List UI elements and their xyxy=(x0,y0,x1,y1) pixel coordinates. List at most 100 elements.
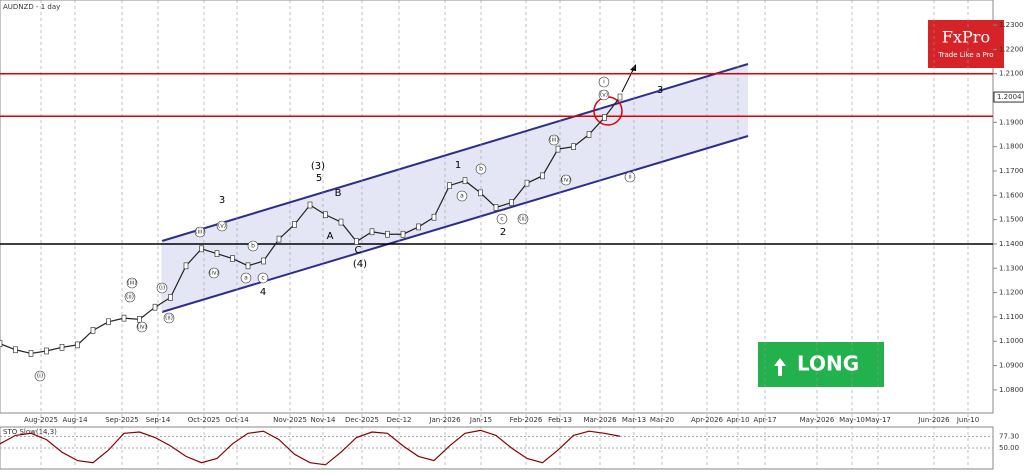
wave-label: (v) xyxy=(218,223,226,230)
candle xyxy=(540,172,545,180)
wave-label: A xyxy=(327,231,334,242)
annotation-circle xyxy=(517,213,529,225)
wave-label: (4) xyxy=(353,259,367,270)
candle xyxy=(385,230,390,238)
candle xyxy=(121,314,127,322)
wave-label: (iv) xyxy=(137,324,147,331)
wave-label: C xyxy=(355,245,362,256)
y-tick-label: 1.1000 xyxy=(999,337,1024,345)
candle xyxy=(168,294,173,301)
wave-label: 3 xyxy=(219,195,225,206)
wave-label: 2 xyxy=(500,227,506,238)
candle xyxy=(0,340,3,347)
wave-label: (iii) xyxy=(127,280,137,287)
annotation-circle xyxy=(598,76,610,88)
candle xyxy=(230,255,235,262)
wave-label: 4 xyxy=(260,287,266,298)
candle xyxy=(152,303,158,311)
x-tick-label: May-2026 xyxy=(800,416,835,424)
candle xyxy=(509,199,514,206)
candle xyxy=(199,245,204,253)
wave-label: a xyxy=(244,275,248,282)
x-tick-label: Mar-13 xyxy=(622,416,646,424)
price-tag-label: 1.2004 xyxy=(997,93,1022,101)
candle xyxy=(493,204,499,211)
arrow-head xyxy=(630,64,636,71)
candle xyxy=(276,235,282,243)
candle xyxy=(28,350,34,357)
x-tick-label: Mar-2026 xyxy=(583,416,617,424)
candle xyxy=(183,262,189,270)
y-tick-label: 1.1400 xyxy=(999,240,1024,248)
y-tick-label: 1.2100 xyxy=(999,70,1024,78)
wave-label: (ii) xyxy=(165,315,173,322)
candle xyxy=(292,221,297,228)
wave-label: (iii) xyxy=(549,137,559,144)
wave-label: (iv) xyxy=(209,270,219,277)
candle xyxy=(137,316,142,323)
candle xyxy=(369,228,375,236)
annotation-circle xyxy=(240,272,252,284)
x-tick-label: May-10 xyxy=(839,416,865,424)
annotation-circle xyxy=(136,321,148,333)
wave-label: (ii) xyxy=(519,216,527,223)
wave-label: B xyxy=(335,188,342,199)
candle xyxy=(214,250,220,257)
annotation-circle xyxy=(163,312,175,324)
wave-label: (v) xyxy=(600,92,608,99)
x-tick-label: May-17 xyxy=(865,416,891,424)
candle xyxy=(555,145,561,153)
candle xyxy=(338,218,344,226)
wave-label: 1 xyxy=(455,160,461,171)
wave-label: (3) xyxy=(311,161,325,172)
logo-brand: FxPro xyxy=(942,28,990,47)
wave-label: (i) xyxy=(159,285,165,292)
y-tick-label: 1.1200 xyxy=(999,289,1024,297)
candle xyxy=(400,230,406,238)
x-tick-label: Sep-2025 xyxy=(105,416,139,424)
x-tick-label: Nov-2025 xyxy=(273,416,307,424)
x-tick-label: Dec-2025 xyxy=(345,416,379,424)
wave-label: c xyxy=(261,275,264,282)
arrow xyxy=(621,67,635,93)
y-tick-label: 77.30 xyxy=(999,433,1019,441)
x-tick-label: Feb-2026 xyxy=(510,416,543,424)
annotation-circle xyxy=(456,190,468,202)
candle xyxy=(261,257,266,265)
y-tick-label: 1.1100 xyxy=(999,313,1024,321)
candle xyxy=(431,213,437,221)
annotation-circle xyxy=(194,226,206,238)
signal-badge: LONG xyxy=(758,342,884,387)
wave-label: c xyxy=(500,216,503,223)
x-tick-label: Apr-2026 xyxy=(691,416,724,424)
y-tick-label: 1.1600 xyxy=(999,191,1024,199)
annotation-circle xyxy=(216,220,228,232)
candle xyxy=(59,344,65,351)
wave-label: ii xyxy=(628,174,632,181)
y-tick-label: 1.2300 xyxy=(999,21,1024,29)
y-tick-label: 1.2200 xyxy=(999,45,1024,53)
annotation-circle xyxy=(156,282,168,294)
y-tick-label: 1.1800 xyxy=(999,143,1024,151)
candle xyxy=(447,182,452,189)
wave-label: (i) xyxy=(37,373,43,380)
candle xyxy=(106,318,111,326)
annotation-circle xyxy=(124,291,136,303)
candle xyxy=(478,189,483,197)
x-tick-label: Feb-13 xyxy=(548,416,572,424)
wave-label: a xyxy=(460,193,464,200)
wave-label: i xyxy=(603,79,605,86)
y-tick-label: 1.1300 xyxy=(999,264,1024,272)
annotation-circle xyxy=(257,272,269,284)
y-tick-label: 1.1500 xyxy=(999,216,1024,224)
annotation-circle xyxy=(475,163,487,175)
candle xyxy=(13,346,18,354)
wave-label: (iv) xyxy=(561,177,571,184)
x-tick-label: Aug-2025 xyxy=(24,416,58,424)
wave-label: b xyxy=(479,166,483,173)
wave-label: b xyxy=(251,243,255,250)
candle xyxy=(462,177,468,185)
candle xyxy=(323,211,328,219)
y-tick-label: 50.00 xyxy=(999,444,1019,452)
candle xyxy=(602,114,607,121)
